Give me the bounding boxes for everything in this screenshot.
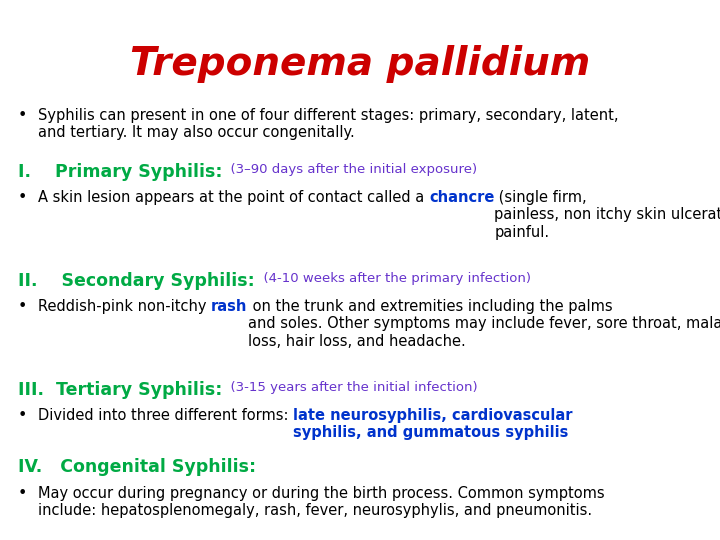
- Text: •: •: [18, 190, 27, 205]
- Text: I.    Primary Syphilis:: I. Primary Syphilis:: [18, 163, 222, 181]
- Text: May occur during pregnancy or during the birth process. Common symptoms
include:: May occur during pregnancy or during the…: [38, 486, 605, 518]
- Text: on the trunk and extremities including the palms
and soles. Other symptoms may i: on the trunk and extremities including t…: [248, 299, 720, 349]
- Text: late neurosyphilis, cardiovascular
syphilis, and gummatous syphilis: late neurosyphilis, cardiovascular syphi…: [293, 408, 572, 441]
- Text: A skin lesion appears at the point of contact called a: A skin lesion appears at the point of co…: [38, 190, 429, 205]
- Text: (single firm,
painless, non itchy skin ulceration). Lesions outside of the genit: (single firm, painless, non itchy skin u…: [494, 190, 720, 240]
- Text: rash: rash: [211, 299, 248, 314]
- Text: •: •: [18, 108, 27, 123]
- Text: (3–90 days after the initial exposure): (3–90 days after the initial exposure): [222, 163, 477, 176]
- Text: Treponema pallidium: Treponema pallidium: [130, 45, 590, 83]
- Text: (4-10 weeks after the primary infection): (4-10 weeks after the primary infection): [255, 272, 531, 285]
- Text: Divided into three different forms:: Divided into three different forms:: [38, 408, 293, 423]
- Text: chancre: chancre: [429, 190, 494, 205]
- Text: II.    Secondary Syphilis:: II. Secondary Syphilis:: [18, 272, 255, 290]
- Text: Syphilis can present in one of four different stages: primary, secondary, latent: Syphilis can present in one of four diff…: [38, 108, 618, 140]
- Text: III.  Tertiary Syphilis:: III. Tertiary Syphilis:: [18, 381, 222, 399]
- Text: Reddish-pink non-itchy: Reddish-pink non-itchy: [38, 299, 211, 314]
- Text: (3-15 years after the initial infection): (3-15 years after the initial infection): [222, 381, 478, 394]
- Text: IV.   Congenital Syphilis:: IV. Congenital Syphilis:: [18, 458, 256, 476]
- Text: •: •: [18, 299, 27, 314]
- Text: •: •: [18, 486, 27, 501]
- Text: •: •: [18, 408, 27, 423]
